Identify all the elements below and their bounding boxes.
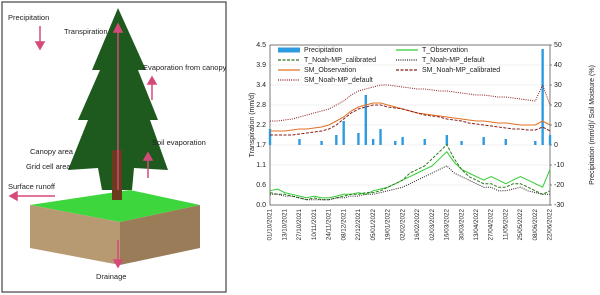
y2-tick-label: 50 — [554, 42, 562, 49]
x-tick-label: 02/03/2022 — [429, 209, 436, 241]
bar — [357, 133, 360, 145]
bar — [548, 135, 552, 145]
diagram-label: Grid cell area — [26, 162, 71, 171]
x-tick-label: 22/06/2022 — [547, 209, 554, 241]
series-line — [270, 165, 550, 201]
y-tick-label: 1.7 — [256, 142, 266, 149]
x-tick-label: 16/02/2022 — [414, 209, 421, 241]
bar — [364, 95, 367, 145]
bar — [335, 135, 338, 145]
x-tick-label: 05/01/2022 — [370, 209, 377, 241]
bar — [445, 135, 449, 145]
legend-label: SM_Observation — [304, 67, 356, 74]
y2-tick-label: -30 — [554, 202, 564, 209]
diagram-label: Evaporation from canopy — [143, 63, 227, 72]
series-line — [270, 104, 551, 136]
bar — [401, 137, 404, 145]
x-tick-label: 19/01/2022 — [385, 209, 392, 241]
x-tick-label: 13/10/2021 — [281, 209, 288, 241]
bar — [320, 141, 323, 145]
y2-tick-label: 10 — [554, 122, 562, 129]
x-tick-label: 27/10/2021 — [296, 209, 303, 241]
diagram-label: Soil evaporation — [152, 138, 206, 147]
x-tick-label: 13/04/2022 — [473, 209, 480, 241]
y-tick-label: 3.4 — [256, 82, 266, 89]
soil-front — [30, 205, 120, 265]
series-line — [270, 83, 551, 122]
x-tick-label: 01/10/2021 — [267, 209, 274, 241]
bar — [342, 121, 345, 145]
x-tick-label: 27/04/2022 — [488, 209, 495, 241]
bar — [460, 141, 463, 145]
chart: Transpiration (mm/d) Precipitation (mm/d… — [249, 42, 596, 241]
bar — [298, 139, 301, 145]
series-line — [269, 150, 551, 199]
y2-tick-label: 20 — [554, 102, 562, 109]
bar — [541, 49, 544, 145]
y-tick-label: 1.1 — [256, 162, 266, 169]
x-tick-label: 02/02/2022 — [399, 209, 406, 241]
bar — [268, 129, 272, 145]
y2-tick-label: -20 — [554, 182, 564, 189]
arrows — [8, 22, 158, 269]
x-tick-label: 30/03/2022 — [458, 209, 465, 241]
diagram-label: Transpiration — [64, 27, 108, 36]
bar — [379, 129, 382, 145]
y-tick-label: 0.6 — [256, 182, 266, 189]
y-tick-label: 2.8 — [256, 102, 266, 109]
series-line — [270, 102, 551, 132]
y-axis-title: Transpiration (mm/d) — [249, 93, 256, 158]
x-tick-label: 08/06/2022 — [532, 209, 539, 241]
trunk — [112, 150, 122, 200]
legend-label: T_Observation — [422, 47, 468, 54]
diagram-label: Precipitation — [8, 13, 49, 22]
bar — [371, 139, 375, 145]
y-tick-label: 2.2 — [256, 122, 266, 129]
diagram-label: Surface runoff — [8, 182, 56, 191]
x-tick-label: 11/05/2022 — [502, 209, 509, 241]
x-tick-label: 08/12/2021 — [340, 209, 347, 241]
y-tick-label: 3.9 — [256, 62, 266, 69]
y2-tick-label: 0 — [554, 142, 558, 149]
legend-label: Precipitation — [304, 47, 343, 54]
diagram-label: Canopy area — [30, 147, 74, 156]
diagram: Precipitation Transpiration Evaporation … — [1, 1, 227, 293]
legend-label: SM_Noah-MP_calibrated — [422, 67, 500, 74]
legend-label: T_Noah-MP_calibrated — [304, 57, 376, 64]
y-tick-label: 4.5 — [256, 42, 266, 49]
bar — [394, 141, 397, 145]
y2-tick-label: -10 — [554, 162, 564, 169]
y2-tick-label: 30 — [554, 82, 562, 89]
soil-side — [120, 205, 200, 265]
y2-axis-title: Precipitation (mm/d)/ Soil Moisture (%) — [589, 65, 596, 185]
bar — [534, 141, 537, 145]
x-tick-label: 24/11/2021 — [326, 209, 333, 241]
ground-top — [30, 190, 200, 222]
legend-swatch — [278, 47, 300, 53]
y2-tick-label: 40 — [554, 62, 562, 69]
x-tick-label: 25/05/2022 — [517, 209, 524, 241]
x-tick-label: 16/03/2022 — [444, 209, 451, 241]
y-tick-label: 0.0 — [256, 202, 266, 209]
bar — [423, 139, 426, 145]
bar — [504, 139, 507, 145]
legend-label: SM_Noah-MP_default — [304, 77, 373, 84]
bar — [482, 137, 485, 145]
x-tick-label: 10/11/2021 — [311, 209, 318, 241]
legend-label: T_Noah-MP_default — [422, 57, 485, 64]
x-tick-label: 22/12/2021 — [355, 209, 362, 241]
diagram-label: Drainage — [96, 272, 126, 281]
series-line — [269, 143, 551, 201]
